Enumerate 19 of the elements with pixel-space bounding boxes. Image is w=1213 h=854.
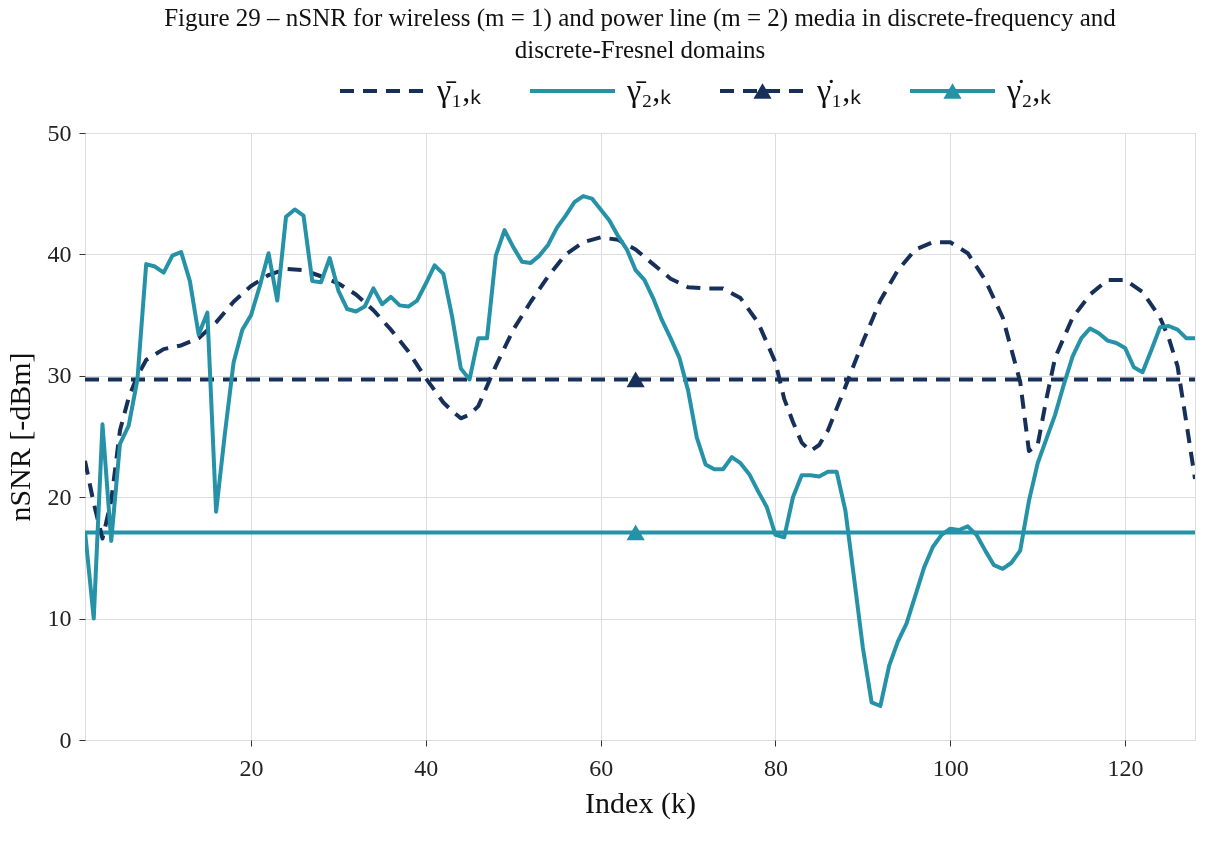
legend-label: γ̄₂,ₖ (626, 72, 672, 108)
y-tick-label: 40 (47, 240, 72, 267)
x-axis-title: Index (k) (585, 785, 696, 820)
legend-label: γ̄₁,ₖ (436, 72, 482, 108)
legend-label: γ̇₁,ₖ (816, 72, 862, 108)
y-tick-label: 30 (47, 362, 72, 389)
y-tick-label: 20 (47, 483, 72, 510)
x-tick-label: 120 (1107, 754, 1144, 781)
y-axis-title: nSNR [-dBm] (2, 352, 36, 522)
y-tick-label: 10 (47, 605, 72, 632)
legend-label: γ̇₂,ₖ (1006, 72, 1052, 108)
x-tick-label: 100 (932, 754, 969, 781)
y-tick-label: 50 (47, 119, 72, 146)
chart-title: Figure 29 – nSNR for wireless (m = 1) and power line (m = 2) media in discrete-frequency and discrete-Fresnel domains (164, 4, 1117, 63)
x-tick-label: 60 (589, 754, 614, 781)
y-tick-label: 0 (59, 726, 72, 753)
x-tick-label: 40 (414, 754, 439, 781)
x-tick-label: 80 (763, 754, 788, 781)
x-tick-label: 20 (239, 754, 264, 781)
